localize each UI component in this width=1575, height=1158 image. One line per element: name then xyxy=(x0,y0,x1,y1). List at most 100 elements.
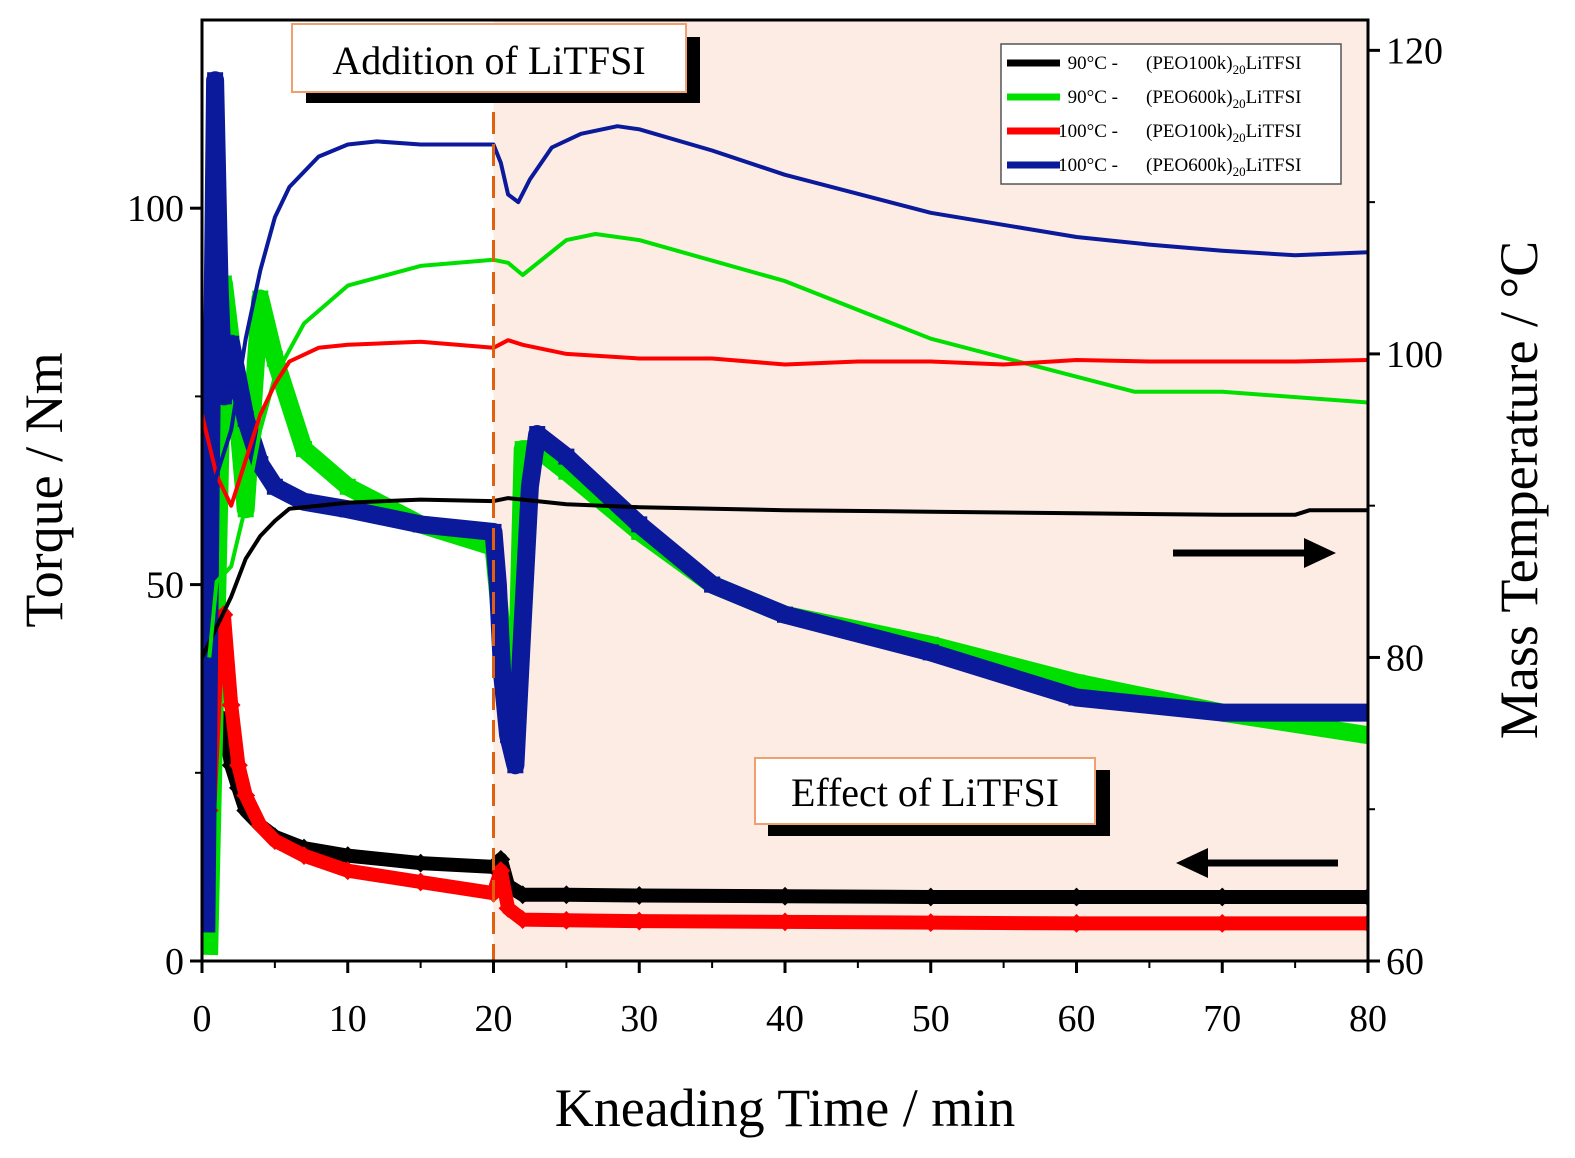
torque-point-4 xyxy=(207,72,224,89)
torque-point-4 xyxy=(339,501,356,518)
torque-point-3 xyxy=(775,912,795,932)
legend-temp-4: 100°C - xyxy=(1058,155,1118,176)
effect-annotation-box xyxy=(754,757,1096,825)
torque-point-3 xyxy=(513,910,533,930)
torque-point-1 xyxy=(1212,887,1232,907)
ticks-layer: 0 10 20 30 40 50 60 70 80 0 50 100 60 80 100 120 xyxy=(127,30,1443,1040)
x-tick-label: 70 xyxy=(1203,998,1241,1040)
torque-point-3 xyxy=(236,785,256,805)
addition-annotation-box xyxy=(291,23,687,93)
x-tick-label: 40 xyxy=(766,998,804,1040)
torque-point-4 xyxy=(1214,704,1231,721)
torque-point-1 xyxy=(556,885,576,905)
temperature-series-1 xyxy=(202,496,1368,659)
torque-point-1 xyxy=(629,886,649,905)
torque-point-1 xyxy=(921,887,941,907)
torque-point-4 xyxy=(237,410,254,427)
x-tick-label: 80 xyxy=(1349,998,1387,1040)
torque-point-3 xyxy=(921,913,941,933)
y-right-tick-label: 120 xyxy=(1386,30,1443,72)
arrow-left-axis xyxy=(1176,848,1338,878)
legend-temp-1: 90°C - xyxy=(1068,53,1118,74)
x-tick-label: 10 xyxy=(329,998,367,1040)
x-tick-label: 50 xyxy=(912,998,950,1040)
torque-point-4 xyxy=(514,614,531,631)
legend-label-3: (PEO100k)20LiTFSI xyxy=(1146,121,1302,145)
y-left-tick-label: 50 xyxy=(146,565,184,607)
y-right-tick-label: 80 xyxy=(1386,637,1424,679)
torque-point-3 xyxy=(629,911,649,931)
torque-point-3 xyxy=(411,872,431,892)
torque-point-3 xyxy=(498,898,518,918)
legend-box xyxy=(1000,43,1342,185)
x-tick-label: 20 xyxy=(475,998,513,1040)
torque-point-1 xyxy=(775,886,795,906)
addition-annotation: Addition of LiTFSI xyxy=(291,23,700,103)
torque-point-3 xyxy=(1067,913,1086,933)
torque-point-4 xyxy=(223,335,240,352)
torque-point-4 xyxy=(412,516,429,533)
torque-point-4 xyxy=(202,915,215,932)
effect-annotation-text: Effect of LiTFSI xyxy=(791,770,1059,815)
legend-temp-3: 100°C - xyxy=(1058,121,1118,142)
torque-point-1 xyxy=(411,853,431,873)
torque-point-4 xyxy=(521,478,538,495)
y-right-tick-label: 60 xyxy=(1386,941,1424,983)
y-left-tick-label: 100 xyxy=(127,188,184,230)
temperature-series-4 xyxy=(207,124,1368,507)
torque-point-4 xyxy=(494,666,511,683)
torque-point-4 xyxy=(1360,704,1368,721)
torque-point-1 xyxy=(513,885,533,905)
series-layer xyxy=(202,71,1368,956)
torque-point-1 xyxy=(1358,887,1368,907)
torque-point-4 xyxy=(922,644,939,661)
y-axis-right-title: Mass Temperature / °C xyxy=(1489,241,1549,739)
temperature-series-3 xyxy=(202,338,1368,508)
torque-series-4 xyxy=(202,71,1368,933)
effect-annotation: Effect of LiTFSI xyxy=(754,757,1110,836)
x-tick-label: 60 xyxy=(1058,998,1096,1040)
torque-point-4 xyxy=(266,478,283,495)
y-axis-left-title: Torque / Nm xyxy=(14,352,74,627)
torque-point-4 xyxy=(704,576,721,593)
torque-point-4 xyxy=(211,275,228,292)
torque-series-1 xyxy=(202,713,1368,904)
torque-point-3 xyxy=(556,910,576,930)
torque-point-2 xyxy=(266,350,283,367)
x-tick-label: 30 xyxy=(620,998,658,1040)
legend-label-4: (PEO600k)20LiTFSI xyxy=(1146,155,1302,179)
torque-point-4 xyxy=(507,757,524,774)
torque-point-3 xyxy=(1358,913,1368,933)
torque-point-4 xyxy=(777,606,793,623)
legend-label-2: (PEO600k)20LiTFSI xyxy=(1146,87,1302,111)
y-left-tick-label: 0 xyxy=(165,941,184,983)
torque-point-4 xyxy=(500,727,517,744)
torque-point-4 xyxy=(1068,689,1085,706)
legend: 90°C - (PEO100k)20LiTFSI 90°C - (PEO600k)20… xyxy=(1000,43,1342,185)
x-axis-title: Kneading Time / min xyxy=(555,1078,1016,1138)
torque-point-3 xyxy=(294,846,314,866)
torque-point-3 xyxy=(250,816,270,835)
legend-temp-2: 90°C - xyxy=(1068,87,1118,108)
torque-point-3 xyxy=(1212,913,1232,933)
torque-point-3 xyxy=(214,605,234,625)
torque-point-2 xyxy=(1068,674,1085,691)
x-tick-label: 0 xyxy=(193,998,212,1040)
torque-point-3 xyxy=(338,861,358,881)
legend-label-1: (PEO100k)20LiTFSI xyxy=(1146,53,1302,77)
addition-annotation-text: Addition of LiTFSI xyxy=(332,38,645,83)
torque-point-3 xyxy=(229,755,248,775)
torque-point-4 xyxy=(631,516,648,533)
torque-point-1 xyxy=(1067,887,1086,907)
torque-point-3 xyxy=(221,695,241,715)
torque-point-4 xyxy=(558,448,575,465)
arrow-right-axis xyxy=(1173,538,1336,568)
torque-point-2 xyxy=(1360,727,1368,744)
torque-series-3 xyxy=(202,607,1368,931)
torque-point-3 xyxy=(265,831,285,850)
torque-point-2 xyxy=(339,478,356,495)
torque-point-4 xyxy=(215,388,232,405)
torque-point-2 xyxy=(202,937,218,954)
torque-point-4 xyxy=(529,426,546,443)
